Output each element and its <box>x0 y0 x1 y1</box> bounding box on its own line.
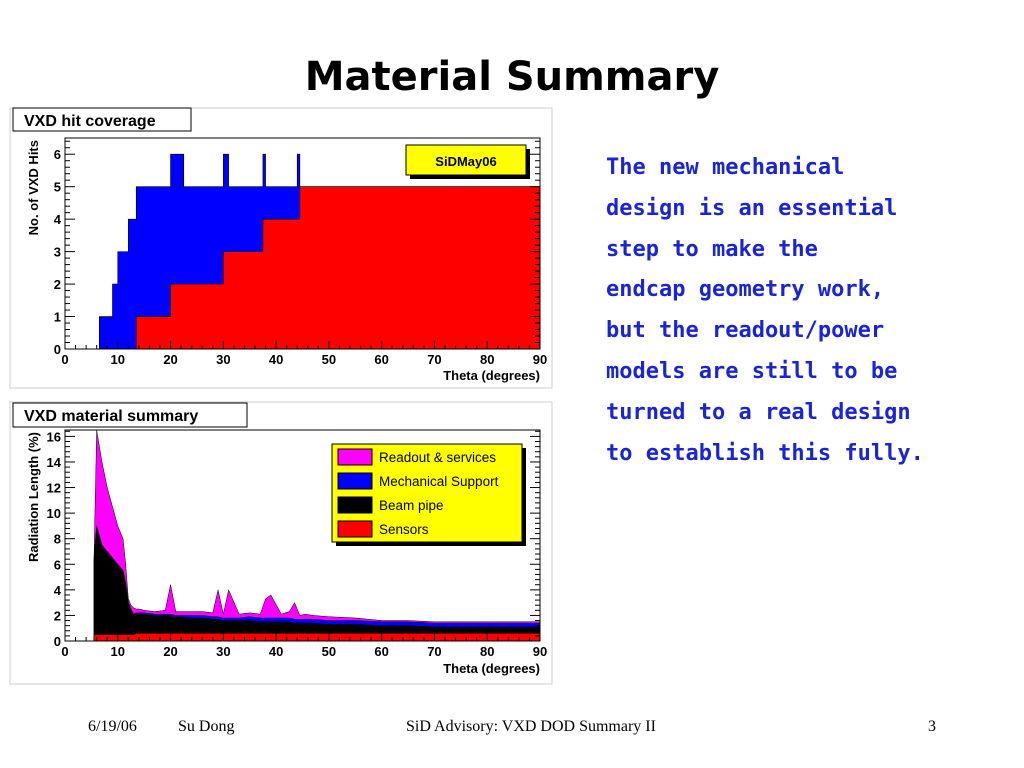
legend-label: Readout & services <box>379 450 496 465</box>
hit-coverage-x-tick-label: 40 <box>269 352 283 367</box>
hit-coverage-y-tick-label: 4 <box>54 212 62 227</box>
hit-coverage-legend-text: SiDMay06 <box>435 154 496 169</box>
material-summary-y-tick-label: 2 <box>54 608 61 623</box>
hit-coverage-legend-box <box>405 144 527 176</box>
legend-swatch <box>337 472 373 490</box>
material-summary-y-tick-label: 0 <box>54 634 61 649</box>
body-line: to establish this fully. <box>606 440 924 466</box>
slide-title: Material Summary <box>304 54 720 100</box>
hit-coverage-legend: SiDMay06 <box>405 144 530 179</box>
material-summary-chart: 0 10 20 30 40 50 60 70 80 90 0 2 4 6 8 10 12 14 16 Readout… <box>9 401 553 685</box>
hit-coverage-y-tick-label: 1 <box>54 310 61 325</box>
hit-coverage-x-tick-label: 70 <box>427 352 441 367</box>
material-summary-legend-items: Readout & services Mechanical Support Beam… <box>337 448 499 538</box>
body-line: The new mechanical <box>606 155 845 180</box>
hit-coverage-y-tick-label: 0 <box>54 342 61 357</box>
footer-date: 6/19/06 <box>88 718 137 735</box>
legend-swatch <box>337 520 373 538</box>
material-summary-x-tick-label: 70 <box>427 644 441 659</box>
hit-coverage-x-tick-label: 90 <box>533 352 547 367</box>
legend-label: Sensors <box>379 522 429 537</box>
footer-presentation-title: SiD Advisory: VXD DOD Summary II <box>406 718 656 735</box>
body-line: models are still to be <box>606 358 898 384</box>
hit-coverage-x-tick-label: 30 <box>216 352 230 367</box>
material-summary-x-label: Theta (degrees) <box>443 661 540 676</box>
material-area-sensors <box>93 633 541 642</box>
hit-coverage-title-box <box>12 107 192 132</box>
body-line: endcap geometry work, <box>606 277 885 303</box>
body-line: but the readout/power <box>606 318 885 344</box>
hit-coverage-x-tick-label: 80 <box>480 352 494 367</box>
material-summary-x-tick-label: 90 <box>533 644 547 659</box>
hit-coverage-y-tick-label: 2 <box>54 277 61 292</box>
hit-coverage-ticks: 0 10 20 30 40 50 60 70 80 90 0 1 2 3 4 5 6 <box>54 140 547 367</box>
material-summary-plot-border <box>64 429 541 642</box>
material-summary-series <box>93 429 541 642</box>
hit-coverage-y-tick-label: 6 <box>54 147 61 162</box>
material-summary-ticks: 0 10 20 30 40 50 60 70 80 90 0 2 4 6 8 10 12 14 16 <box>47 429 548 659</box>
slide-body-text: The new mechanical design is an essentia… <box>606 148 946 474</box>
hit-coverage-x-tick-label: 20 <box>163 352 177 367</box>
material-summary-y-tick-label: 16 <box>47 429 61 444</box>
hit-coverage-x-label: Theta (degrees) <box>443 368 540 383</box>
hit-coverage-y-tick-label: 3 <box>54 245 61 260</box>
hit-coverage-plot-border <box>64 137 541 350</box>
legend-label: Beam pipe <box>379 498 444 513</box>
footer-author: Su Dong <box>178 718 235 735</box>
body-line: turned to a real design <box>606 399 911 425</box>
material-summary-title-box <box>12 402 248 428</box>
hit-coverage-y-label: No. of VXD Hits <box>26 140 41 235</box>
material-summary-title: VXD material summary <box>24 408 198 425</box>
hit-coverage-title: VXD hit coverage <box>24 113 156 130</box>
material-summary-x-tick-label: 20 <box>163 644 177 659</box>
material-summary-y-tick-label: 14 <box>47 455 62 470</box>
material-summary-y-tick-label: 6 <box>54 557 61 572</box>
hit-coverage-y-tick-label: 5 <box>54 180 61 195</box>
material-summary-x-tick-label: 50 <box>322 644 336 659</box>
hit-coverage-x-tick-label: 50 <box>322 352 336 367</box>
hit-coverage-x-tick-label: 60 <box>374 352 388 367</box>
material-summary-y-tick-label: 4 <box>54 583 62 598</box>
footer-page-number: 3 <box>928 718 936 735</box>
material-summary-legend: Readout & services Mechanical Support Beam… <box>331 443 526 546</box>
material-summary-x-tick-label: 80 <box>480 644 494 659</box>
material-summary-x-tick-label: 40 <box>269 644 283 659</box>
material-summary-x-tick-label: 30 <box>216 644 230 659</box>
legend-label: Mechanical Support <box>379 474 499 489</box>
hit-coverage-series <box>99 153 541 350</box>
material-summary-y-tick-label: 8 <box>54 532 61 547</box>
hit-coverage-x-tick-label: 10 <box>111 352 125 367</box>
material-summary-y-tick-label: 12 <box>47 481 61 496</box>
material-summary-x-tick-label: 0 <box>61 644 68 659</box>
material-area-beam-pipe <box>93 525 541 642</box>
body-line: design is an essential <box>606 195 898 221</box>
hit-coverage-x-tick-label: 0 <box>61 352 68 367</box>
legend-swatch <box>337 448 373 466</box>
material-summary-y-tick-label: 10 <box>47 506 61 521</box>
hit-coverage-chart: 0 10 20 30 40 50 60 70 80 90 0 1 2 3 4 5 6 SiDMay06 VXD … <box>9 107 553 389</box>
material-summary-x-tick-label: 60 <box>374 644 388 659</box>
legend-swatch <box>337 496 373 514</box>
material-summary-x-tick-label: 10 <box>111 644 125 659</box>
material-summary-y-label: Radiation Length (%) <box>26 432 41 562</box>
body-line: step to make the <box>606 236 818 262</box>
